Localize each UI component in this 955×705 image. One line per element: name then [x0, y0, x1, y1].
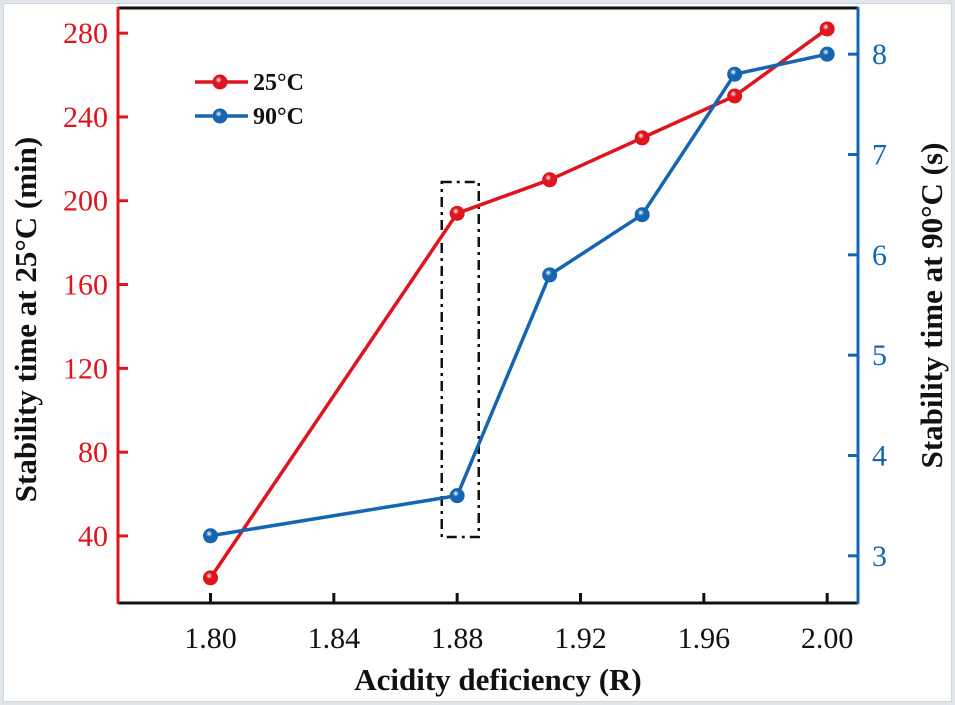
right-y-tick-label: 7: [872, 138, 887, 171]
data-point: [727, 88, 743, 104]
data-point: [819, 46, 835, 62]
legend-label: 25°C: [253, 70, 304, 96]
highlight-box: [440, 180, 480, 539]
data-point: [727, 66, 743, 82]
data-point: [203, 570, 218, 586]
right-y-tick-label: 8: [872, 38, 887, 71]
left-y-tick-label: 160: [63, 269, 108, 302]
legend-marker: [212, 74, 228, 90]
right-y-axis-title: Stability time at 90°C (s): [914, 143, 949, 469]
left-y-tick-label: 280: [63, 17, 108, 50]
right-y-tick-label: 5: [872, 339, 887, 372]
series-line-90c: [210, 52, 828, 538]
right-y-tick-label: 3: [872, 540, 887, 573]
left-y-tick-label: 40: [78, 520, 108, 553]
data-point: [542, 172, 558, 188]
data-point: [634, 207, 650, 223]
x-axis-title: Acidity deficiency (R): [354, 662, 642, 697]
x-tick-label: 1.84: [308, 622, 361, 655]
left-y-tick-label: 240: [63, 101, 108, 134]
right-y-tick-label: 4: [872, 440, 887, 473]
x-tick-label: 1.80: [184, 622, 237, 655]
legend-marker: [212, 108, 228, 124]
data-point: [634, 130, 650, 146]
data-point: [203, 528, 218, 544]
data-point: [542, 267, 558, 283]
data-point: [819, 21, 835, 37]
left-y-tick-label: 120: [63, 352, 108, 385]
right-y-tick-label: 6: [872, 239, 887, 272]
left-y-tick-label: 80: [78, 436, 108, 469]
data-point: [449, 488, 465, 504]
series-line-25c: [209, 27, 829, 579]
x-tick-label: 1.92: [554, 622, 607, 655]
x-tick-label: 2.00: [801, 622, 854, 655]
legend-label: 90°C: [253, 104, 304, 130]
x-tick-label: 1.88: [431, 622, 484, 655]
x-tick-label: 1.96: [678, 622, 731, 655]
left-y-tick-label: 200: [63, 185, 108, 218]
left-y-axis-title: Stability time at 25°C (min): [8, 137, 43, 502]
data-point: [449, 205, 465, 221]
